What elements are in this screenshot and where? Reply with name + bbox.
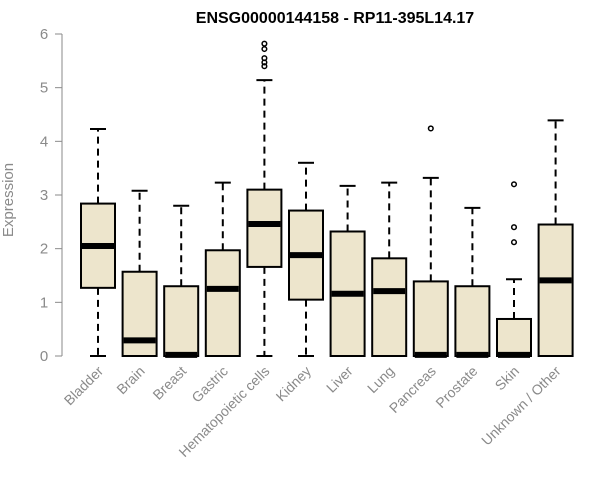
x-category-label: Liver xyxy=(323,363,356,396)
box-group xyxy=(454,206,491,358)
box-group xyxy=(537,119,574,357)
box-group xyxy=(329,184,366,357)
iqr-box xyxy=(371,257,408,357)
x-category-label: Prostate xyxy=(432,363,480,411)
x-category-label: Skin xyxy=(492,363,523,394)
box-group xyxy=(371,181,408,357)
box-group xyxy=(121,189,158,358)
iqr-box xyxy=(246,188,283,268)
chart-title: ENSG00000144158 - RP11-395L14.17 xyxy=(196,10,475,27)
box-group xyxy=(163,204,200,358)
box-group xyxy=(80,127,116,357)
x-category-label: Unknown / Other xyxy=(478,363,564,449)
y-tick-label: 5 xyxy=(40,80,48,97)
outlier-point xyxy=(510,224,518,231)
box-group xyxy=(412,125,449,358)
outlier-point xyxy=(427,125,434,132)
iqr-box xyxy=(496,317,532,357)
outlier-point xyxy=(261,55,268,62)
y-tick-label: 4 xyxy=(40,133,48,150)
box-group xyxy=(496,181,532,358)
y-axis: 0 1 2 3 4 5 6 xyxy=(40,26,63,365)
iqr-box xyxy=(537,223,574,357)
y-axis-label: Expression xyxy=(0,163,17,237)
y-tick-label: 1 xyxy=(40,294,48,311)
x-category-label: Brain xyxy=(113,363,147,397)
outlier-point xyxy=(510,239,518,246)
x-category-label: Bladder xyxy=(61,363,107,409)
x-category-label: Kidney xyxy=(273,363,315,405)
box-group xyxy=(288,161,324,357)
y-tick-label: 2 xyxy=(40,241,48,258)
y-tick-label: 6 xyxy=(40,26,48,43)
iqr-box xyxy=(163,285,200,358)
box-group xyxy=(246,40,283,357)
outlier-point xyxy=(261,45,268,53)
iqr-box xyxy=(454,285,491,358)
y-tick-label: 0 xyxy=(40,348,48,365)
outlier-point xyxy=(510,181,518,188)
iqr-box xyxy=(204,249,241,358)
x-category-label: Lung xyxy=(364,363,397,396)
y-tick-label: 3 xyxy=(40,187,48,204)
outlier-point xyxy=(261,40,268,47)
x-category-label: Breast xyxy=(149,363,189,403)
boxes xyxy=(80,40,574,358)
iqr-box xyxy=(412,280,449,357)
outlier-point xyxy=(261,63,268,70)
box-group xyxy=(204,181,241,358)
